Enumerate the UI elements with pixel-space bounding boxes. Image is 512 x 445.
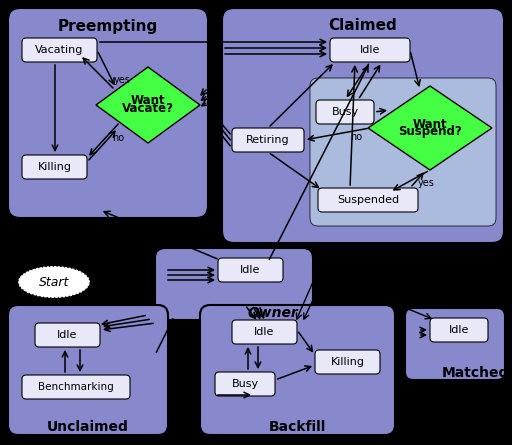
FancyBboxPatch shape xyxy=(310,78,496,226)
Text: Idle: Idle xyxy=(240,265,261,275)
FancyBboxPatch shape xyxy=(330,38,410,62)
FancyBboxPatch shape xyxy=(405,308,505,380)
FancyBboxPatch shape xyxy=(22,38,97,62)
Text: Idle: Idle xyxy=(360,45,380,55)
Text: Start: Start xyxy=(39,275,69,288)
Text: Claimed: Claimed xyxy=(329,19,397,33)
Text: Backfill: Backfill xyxy=(268,420,326,434)
FancyBboxPatch shape xyxy=(232,320,297,344)
Polygon shape xyxy=(368,86,492,170)
Text: Killing: Killing xyxy=(37,162,72,172)
Text: yes: yes xyxy=(114,75,131,85)
Text: Killing: Killing xyxy=(331,357,365,367)
FancyBboxPatch shape xyxy=(218,258,283,282)
FancyBboxPatch shape xyxy=(8,305,168,435)
FancyBboxPatch shape xyxy=(35,323,100,347)
Text: Vacating: Vacating xyxy=(35,45,83,55)
Text: Suspended: Suspended xyxy=(337,195,399,205)
Text: Want: Want xyxy=(131,94,165,108)
FancyBboxPatch shape xyxy=(8,8,208,218)
Text: Retiring: Retiring xyxy=(246,135,290,145)
Text: Idle: Idle xyxy=(449,325,469,335)
Text: no: no xyxy=(350,132,362,142)
Text: Vacate?: Vacate? xyxy=(122,102,174,116)
Ellipse shape xyxy=(18,266,90,298)
FancyBboxPatch shape xyxy=(316,100,374,124)
FancyBboxPatch shape xyxy=(430,318,488,342)
Text: Idle: Idle xyxy=(57,330,78,340)
Text: no: no xyxy=(112,133,124,143)
Polygon shape xyxy=(96,67,200,143)
Text: Unclaimed: Unclaimed xyxy=(47,420,129,434)
Text: Owner: Owner xyxy=(248,306,298,320)
FancyBboxPatch shape xyxy=(318,188,418,212)
FancyBboxPatch shape xyxy=(155,248,313,320)
FancyBboxPatch shape xyxy=(315,350,380,374)
Text: Suspend?: Suspend? xyxy=(398,125,462,138)
Text: Busy: Busy xyxy=(331,107,358,117)
Text: Want: Want xyxy=(413,117,447,130)
Text: Preempting: Preempting xyxy=(58,19,158,33)
Text: Idle: Idle xyxy=(254,327,274,337)
Text: Busy: Busy xyxy=(231,379,259,389)
FancyBboxPatch shape xyxy=(232,128,304,152)
FancyBboxPatch shape xyxy=(200,305,395,435)
FancyBboxPatch shape xyxy=(22,375,130,399)
Text: Benchmarking: Benchmarking xyxy=(38,382,114,392)
FancyBboxPatch shape xyxy=(222,8,504,243)
FancyBboxPatch shape xyxy=(22,155,87,179)
Text: yes: yes xyxy=(418,178,435,188)
FancyBboxPatch shape xyxy=(215,372,275,396)
Text: Matched: Matched xyxy=(441,366,509,380)
